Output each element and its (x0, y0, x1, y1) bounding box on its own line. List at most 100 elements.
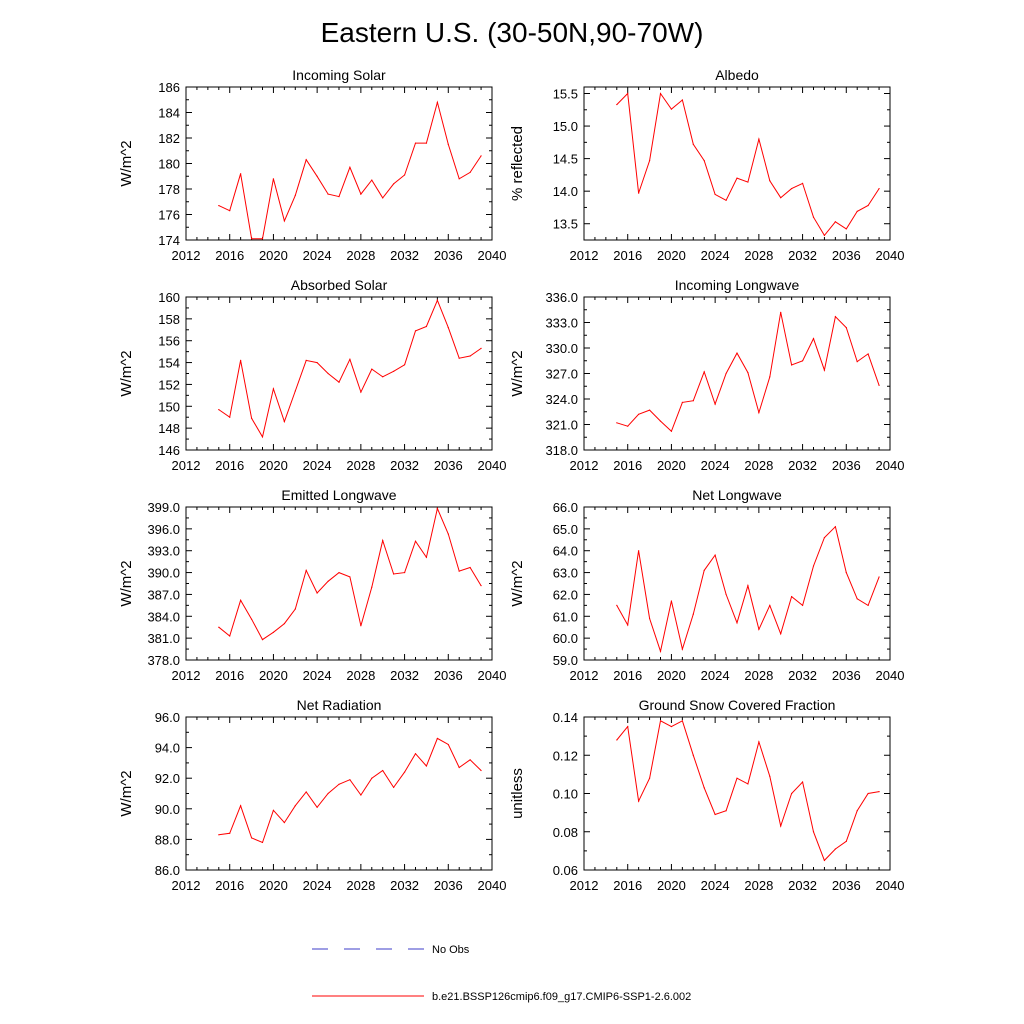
data-point (360, 193, 362, 195)
x-tick-label: 2012 (172, 668, 201, 683)
data-point (659, 420, 662, 422)
data-point (316, 806, 318, 808)
data-point (681, 720, 683, 722)
data-point (414, 142, 417, 144)
series-line (218, 737, 482, 844)
data-point (360, 625, 362, 627)
data-point (812, 831, 815, 833)
data-point (403, 364, 406, 366)
x-tick-label: 2036 (832, 248, 861, 263)
data-point (480, 585, 482, 587)
y-tick-label: 399.0 (147, 500, 180, 515)
y-tick-label: 327.0 (545, 367, 578, 382)
data-point (812, 338, 815, 340)
data-point (469, 566, 471, 569)
data-point (218, 204, 220, 207)
y-tick-label: 15.0 (553, 119, 578, 134)
data-point (458, 570, 460, 572)
data-point (393, 183, 395, 185)
data-point (801, 182, 804, 184)
data-point (229, 416, 231, 418)
x-tick-label: 2024 (701, 458, 730, 473)
x-tick-label: 2036 (434, 248, 463, 263)
data-point (703, 569, 705, 571)
data-point (360, 391, 362, 393)
y-tick-label: 92.0 (155, 771, 180, 786)
data-point (692, 143, 694, 145)
panels: 2012 2016 2020 2024 2028 2032 2036 2040 174 176 17… (118, 67, 904, 893)
data-point (414, 540, 417, 542)
legend-model-label: b.e21.BSSP126cmip6.f09_g17.CMIP6-SSP1-2.… (432, 991, 691, 1003)
data-point (725, 593, 727, 596)
data-point (272, 178, 275, 180)
y-tick-label: 66.0 (553, 500, 578, 515)
y-tick-label: 387.0 (147, 587, 180, 602)
data-point (393, 370, 395, 372)
y-tick-label: 13.5 (553, 217, 578, 232)
panel-8: 2012 2016 2020 2024 2028 2032 2036 2040 0.06 0.08… (509, 697, 904, 893)
data-point (780, 311, 782, 313)
data-point (878, 384, 880, 386)
data-point (747, 783, 749, 785)
data-point (791, 792, 793, 795)
series-line (218, 100, 482, 240)
y-tick-label: 0.08 (553, 825, 578, 840)
x-tick-label: 2032 (390, 668, 419, 683)
data-point (823, 859, 826, 862)
data-point (469, 355, 471, 357)
data-point (791, 364, 793, 366)
x-tick-label: 2032 (390, 248, 419, 263)
y-axis-label: W/m^2 (509, 560, 526, 606)
data-point (294, 608, 296, 610)
data-point (403, 174, 406, 176)
x-tick-label: 2028 (744, 248, 773, 263)
data-point (316, 361, 318, 364)
plot-frame (583, 506, 891, 661)
data-point (469, 171, 471, 174)
data-point (714, 193, 716, 196)
y-tick-label: 146 (158, 443, 180, 458)
data-point (823, 234, 826, 237)
data-point (371, 777, 373, 779)
data-point (305, 791, 307, 793)
y-tick-label: 94.0 (155, 741, 180, 756)
data-point (834, 221, 836, 223)
x-tick-label: 2016 (613, 458, 642, 473)
data-point (659, 650, 662, 652)
y-tick-label: 96.0 (155, 710, 180, 725)
data-point (250, 417, 253, 419)
data-point (845, 571, 847, 574)
data-point (338, 381, 340, 383)
data-point (469, 759, 471, 761)
data-point (261, 841, 264, 844)
y-tick-label: 160 (158, 290, 180, 305)
plot-frame (583, 296, 891, 451)
y-tick-label: 150 (158, 399, 180, 414)
data-point (659, 92, 662, 95)
data-point (823, 537, 826, 539)
data-point (736, 622, 738, 624)
y-tick-label: 0.06 (553, 863, 578, 878)
x-tick-label: 2032 (788, 248, 817, 263)
data-point (371, 586, 373, 588)
data-point (791, 596, 793, 598)
data-point (648, 159, 651, 162)
series-line (616, 720, 880, 862)
data-point (747, 181, 749, 183)
data-point (382, 197, 384, 199)
data-point (436, 101, 438, 103)
data-point (758, 628, 760, 631)
x-tick-label: 2024 (303, 878, 332, 893)
panel-5: 2012 2016 2020 2024 2028 2032 2036 2040 378.0 381… (118, 487, 506, 683)
data-point (240, 805, 242, 807)
data-point (780, 633, 782, 635)
y-tick-label: 15.5 (553, 87, 578, 102)
data-point (758, 138, 760, 140)
data-point (801, 360, 804, 362)
data-point (758, 741, 760, 743)
data-point (867, 204, 869, 207)
y-tick-label: 64.0 (553, 544, 578, 559)
x-tick-label: 2020 (657, 878, 686, 893)
plot-frame (185, 716, 493, 871)
